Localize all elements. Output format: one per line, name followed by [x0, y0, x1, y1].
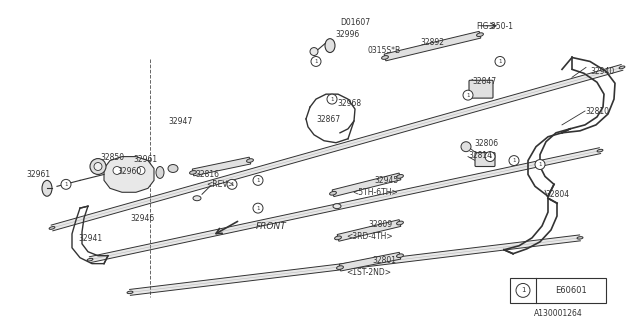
Text: 1: 1: [512, 158, 516, 163]
Circle shape: [495, 57, 505, 67]
Ellipse shape: [397, 174, 403, 178]
Ellipse shape: [597, 149, 603, 152]
Text: 32961: 32961: [133, 155, 157, 164]
Text: 1: 1: [488, 154, 492, 159]
Polygon shape: [104, 156, 154, 192]
Circle shape: [516, 284, 530, 297]
Text: <5TH-6TH>: <5TH-6TH>: [352, 188, 397, 197]
Ellipse shape: [333, 204, 341, 209]
Circle shape: [311, 57, 321, 67]
Ellipse shape: [381, 56, 388, 59]
Circle shape: [327, 94, 337, 104]
Text: 32847: 32847: [472, 77, 496, 86]
Polygon shape: [339, 252, 401, 271]
Text: 32806: 32806: [474, 139, 498, 148]
Ellipse shape: [127, 291, 133, 294]
Text: 32816: 32816: [195, 171, 219, 180]
Circle shape: [535, 160, 545, 170]
Circle shape: [485, 152, 495, 162]
Circle shape: [227, 180, 237, 189]
Text: FIG.350-1: FIG.350-1: [476, 22, 513, 31]
Text: 32809: 32809: [368, 220, 392, 229]
Circle shape: [253, 175, 263, 185]
Ellipse shape: [397, 221, 403, 225]
Ellipse shape: [337, 266, 344, 269]
Ellipse shape: [335, 236, 341, 240]
Circle shape: [113, 166, 121, 174]
Circle shape: [90, 159, 106, 174]
Text: 1: 1: [230, 182, 234, 187]
Polygon shape: [332, 173, 401, 196]
Text: 32867: 32867: [316, 115, 340, 124]
Ellipse shape: [193, 196, 201, 201]
FancyBboxPatch shape: [510, 277, 606, 303]
Text: 32850: 32850: [100, 153, 124, 162]
Text: <REV>: <REV>: [206, 180, 234, 189]
Circle shape: [61, 180, 71, 189]
Text: 32960: 32960: [117, 166, 141, 175]
Text: 1: 1: [538, 162, 541, 167]
Text: 32947: 32947: [168, 117, 192, 126]
Polygon shape: [130, 235, 580, 295]
Ellipse shape: [168, 164, 178, 172]
Text: <3RD-4TH>: <3RD-4TH>: [346, 232, 392, 241]
Ellipse shape: [42, 180, 52, 196]
Ellipse shape: [246, 159, 253, 163]
Circle shape: [509, 156, 519, 165]
Text: 32996: 32996: [335, 30, 359, 39]
Text: 32946: 32946: [130, 214, 154, 223]
Text: 32814: 32814: [468, 151, 492, 160]
Text: 32968: 32968: [337, 99, 361, 108]
Ellipse shape: [619, 66, 625, 69]
Text: 1: 1: [499, 59, 502, 64]
FancyBboxPatch shape: [475, 153, 495, 166]
Polygon shape: [192, 157, 251, 176]
Text: 1: 1: [256, 206, 260, 211]
Text: 32945: 32945: [374, 176, 398, 185]
Ellipse shape: [577, 236, 583, 239]
Text: 1: 1: [256, 178, 260, 183]
Ellipse shape: [325, 39, 335, 52]
Ellipse shape: [87, 258, 93, 261]
Text: 32810: 32810: [585, 107, 609, 116]
Text: 1: 1: [330, 97, 333, 102]
Polygon shape: [384, 31, 481, 61]
Circle shape: [461, 142, 471, 152]
Circle shape: [463, 90, 473, 100]
Text: 32961: 32961: [26, 171, 50, 180]
Text: FRONT: FRONT: [256, 222, 287, 231]
Circle shape: [253, 203, 263, 213]
Polygon shape: [51, 65, 623, 231]
Ellipse shape: [330, 191, 337, 195]
Text: 32892: 32892: [420, 38, 444, 47]
Text: 1: 1: [314, 59, 317, 64]
Text: 1: 1: [64, 182, 68, 187]
Ellipse shape: [49, 227, 55, 229]
Text: 32804: 32804: [545, 190, 569, 199]
Text: E60601: E60601: [555, 286, 587, 295]
Circle shape: [310, 48, 318, 55]
Text: 32941: 32941: [78, 234, 102, 243]
Ellipse shape: [156, 166, 164, 179]
Text: 0315S*B: 0315S*B: [368, 45, 401, 55]
Circle shape: [94, 163, 102, 171]
Text: 32940: 32940: [590, 68, 614, 76]
Text: 1: 1: [467, 93, 470, 98]
Text: A130001264: A130001264: [534, 309, 582, 318]
Text: D01607: D01607: [340, 18, 370, 27]
Polygon shape: [337, 220, 401, 241]
Ellipse shape: [397, 254, 403, 258]
Ellipse shape: [477, 33, 483, 36]
Ellipse shape: [189, 171, 196, 174]
Circle shape: [137, 166, 145, 174]
Text: <1ST-2ND>: <1ST-2ND>: [346, 268, 391, 276]
Text: 32801: 32801: [372, 256, 396, 265]
Text: 1: 1: [521, 287, 525, 293]
Polygon shape: [90, 148, 600, 263]
FancyBboxPatch shape: [469, 80, 493, 98]
